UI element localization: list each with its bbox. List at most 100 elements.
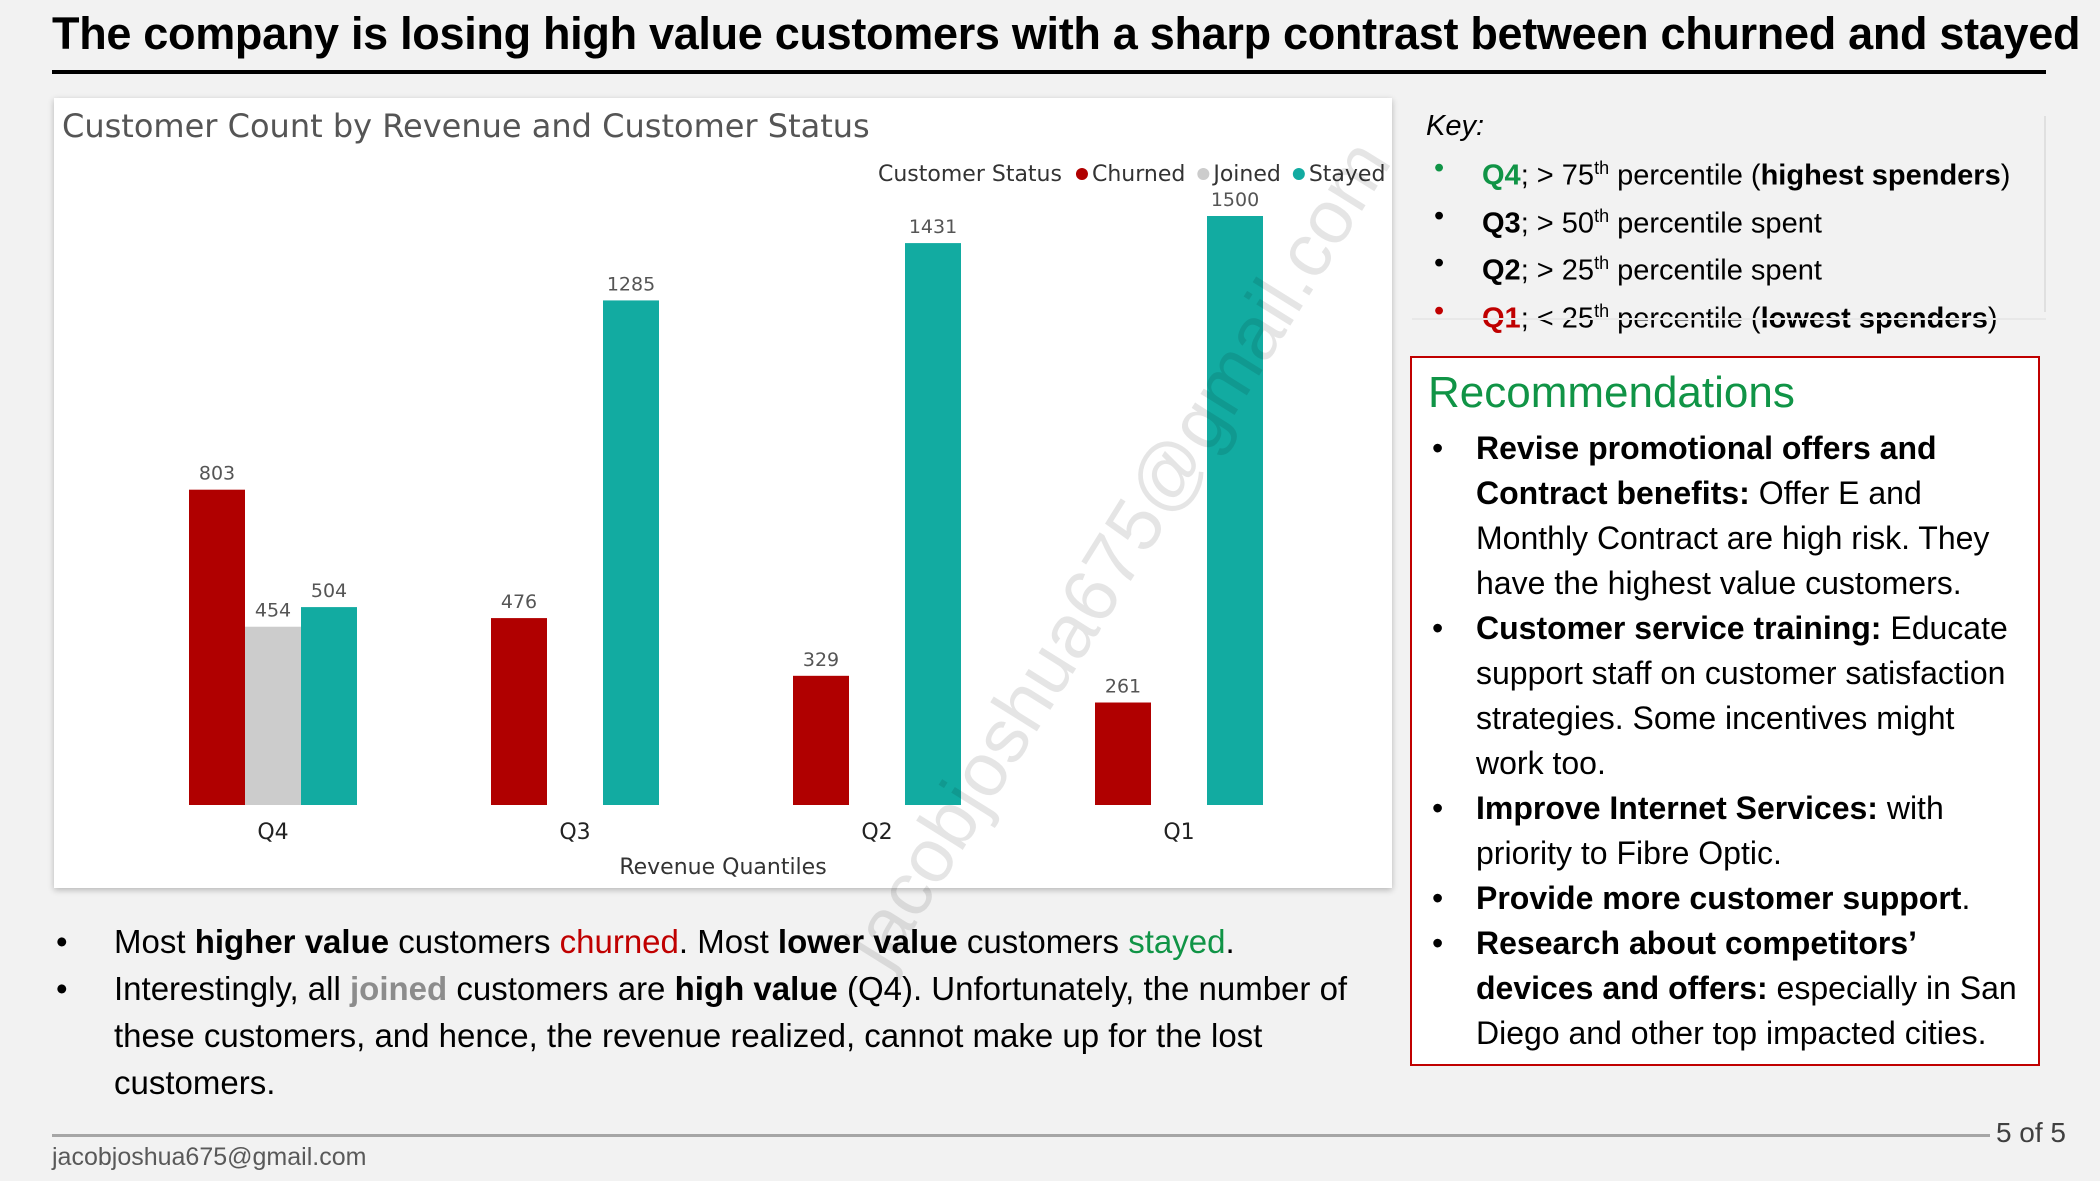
recommendations-list: • Revise promotional offers and Contract …: [1428, 426, 2028, 1056]
recommendation-heading: Provide more customer support: [1476, 880, 1962, 916]
x-tick-q4: Q4: [257, 820, 288, 845]
key-text: ; > 50: [1520, 207, 1595, 240]
chart-title: Customer Count by Revenue and Customer S…: [62, 107, 870, 145]
key-text: ; > 75: [1520, 159, 1595, 192]
key-item-q1: •Q1; < 25th percentile (lowest spenders): [1426, 291, 2010, 339]
insight-text: . Most: [678, 923, 778, 960]
bullet: •: [1432, 880, 1444, 916]
bullet: •: [1434, 247, 1445, 280]
insight-text: customers: [389, 923, 560, 960]
recommendation-item: • Research about competitors’ devices and…: [1428, 921, 2028, 1056]
recommendation-item: • Provide more customer support.: [1428, 876, 2028, 921]
data-label-stayed-q1: 1500: [1211, 189, 1259, 211]
recommendations-title: Recommendations: [1428, 368, 1795, 417]
chart-card: Customer Count by Revenue and Customer S…: [54, 98, 1392, 888]
page-number: 5 of 5: [1989, 1117, 2066, 1149]
insight-bold: high value: [674, 970, 838, 1007]
legend-marker-churned: [1075, 168, 1088, 180]
key-superscript: th: [1594, 253, 1610, 274]
chart-data-labels: 803 454 504 476 1285 329 1431 261 1500: [199, 189, 1259, 698]
bullet: •: [1434, 199, 1445, 232]
bullet: •: [1434, 294, 1445, 327]
x-axis-label: Revenue Quantiles: [619, 855, 826, 880]
bullet: •: [1432, 610, 1444, 646]
key-title: Key:: [1426, 110, 1485, 142]
key-superscript: th: [1594, 158, 1610, 178]
legend-title: Customer Status: [878, 162, 1062, 187]
bar-stayed-q2: [905, 243, 961, 805]
insight-bold: higher value: [194, 923, 390, 960]
insight-text: Most: [114, 923, 195, 960]
key-text: ): [2000, 159, 2011, 192]
key-divider: [1412, 318, 2046, 320]
recommendations-panel: Recommendations • Revise promotional offe…: [1410, 356, 2040, 1066]
recommendation-text: Educate support staff on customer satisf…: [1476, 610, 2008, 781]
footer-rule: [52, 1134, 2042, 1137]
chart-legend: Customer Status Churned Joined Stayed: [878, 162, 1385, 187]
data-label-stayed-q3: 1285: [607, 273, 655, 295]
data-label-joined-q4: 454: [255, 600, 291, 622]
key-superscript: th: [1594, 205, 1610, 226]
bar-chart: Customer Count by Revenue and Customer S…: [62, 107, 1385, 880]
legend-item-joined: Joined: [1197, 162, 1281, 187]
recommendation-text: .: [1961, 880, 1971, 916]
data-label-churned-q4: 803: [199, 463, 235, 485]
key-quantile-label: Q4: [1482, 159, 1521, 192]
insight-text: Interestingly, all: [114, 970, 350, 1007]
key-edge: [2044, 116, 2046, 312]
chart-x-ticks: Q4 Q3 Q2 Q1: [257, 820, 1194, 845]
key-item-q3: • Q3; > 50th percentile spent: [1426, 196, 2010, 244]
x-tick-q1: Q1: [1163, 820, 1194, 845]
key-quantile-label: Q3: [1482, 207, 1521, 240]
recommendation-text: Offer E and Monthly Contract are high ri…: [1476, 475, 1990, 601]
legend-label-churned: Churned: [1092, 162, 1185, 187]
data-label-stayed-q4: 504: [311, 580, 347, 602]
slide-title: The company is losing high value custome…: [52, 8, 2081, 59]
insight-item: • Interestingly, all joined customers ar…: [52, 965, 1392, 1106]
insight-text: customers: [957, 923, 1129, 960]
bar-stayed-q4: [301, 607, 357, 805]
bar-churned-q3: [491, 618, 547, 805]
legend-item-churned: Churned: [1075, 162, 1185, 187]
recommendation-heading: Customer service training:: [1476, 610, 1882, 646]
data-label-churned-q3: 476: [501, 591, 537, 613]
key-item-q4: • Q4; > 75th percentile (highest spenders…: [1426, 148, 2010, 196]
recommendation-heading: Revise promotional offers and Contract b…: [1476, 430, 1937, 511]
insight-joined: joined: [350, 970, 448, 1007]
chart-bars: [189, 216, 1263, 805]
bar-churned-q4: [189, 489, 245, 805]
recommendation-heading: Research about competitors’ devices and …: [1476, 925, 1916, 1006]
bar-stayed-q1: [1207, 216, 1263, 805]
key-panel: Key: • Q4; > 75th percentile (highest spe…: [1412, 108, 2046, 335]
recommendation-item: • Improve Internet Services: with priorit…: [1428, 786, 2028, 876]
data-label-churned-q1: 261: [1105, 676, 1141, 698]
recommendation-text: especially in San Diego and other top im…: [1476, 970, 2017, 1051]
recommendation-text: with priority to Fibre Optic.: [1476, 790, 1944, 871]
bullet: •: [56, 970, 68, 1007]
bar-stayed-q3: [603, 300, 659, 805]
insight-text: .: [1225, 923, 1235, 960]
x-tick-q2: Q2: [861, 820, 892, 845]
key-superscript: th: [1594, 300, 1610, 321]
legend-item-stayed: Stayed: [1292, 162, 1386, 187]
insight-stayed: stayed: [1128, 923, 1226, 960]
legend-label-joined: Joined: [1211, 162, 1281, 187]
bullet: •: [1432, 790, 1444, 826]
bullet: •: [56, 923, 68, 960]
legend-label-stayed: Stayed: [1309, 162, 1386, 187]
key-text: percentile spent: [1609, 207, 1822, 240]
insight-text: (Q4). Unfortunately, the number of these…: [114, 970, 1348, 1101]
data-label-stayed-q2: 1431: [909, 216, 957, 238]
key-text: ; > 25: [1520, 254, 1595, 287]
legend-marker-stayed: [1292, 168, 1305, 180]
recommendation-item: • Customer service training: Educate supp…: [1428, 606, 2028, 786]
insight-text: customers are: [447, 970, 675, 1007]
key-bold: highest spenders: [1760, 159, 2001, 192]
x-tick-q3: Q3: [559, 820, 590, 845]
bar-churned-q1: [1095, 702, 1151, 805]
bullet: •: [1432, 430, 1444, 466]
insights-list: • Most higher value customers churned. M…: [52, 918, 1392, 1106]
data-label-churned-q2: 329: [803, 649, 839, 671]
key-list: • Q4; > 75th percentile (highest spenders…: [1426, 148, 2010, 339]
footer-email: jacobjoshua675@gmail.com: [52, 1143, 367, 1171]
